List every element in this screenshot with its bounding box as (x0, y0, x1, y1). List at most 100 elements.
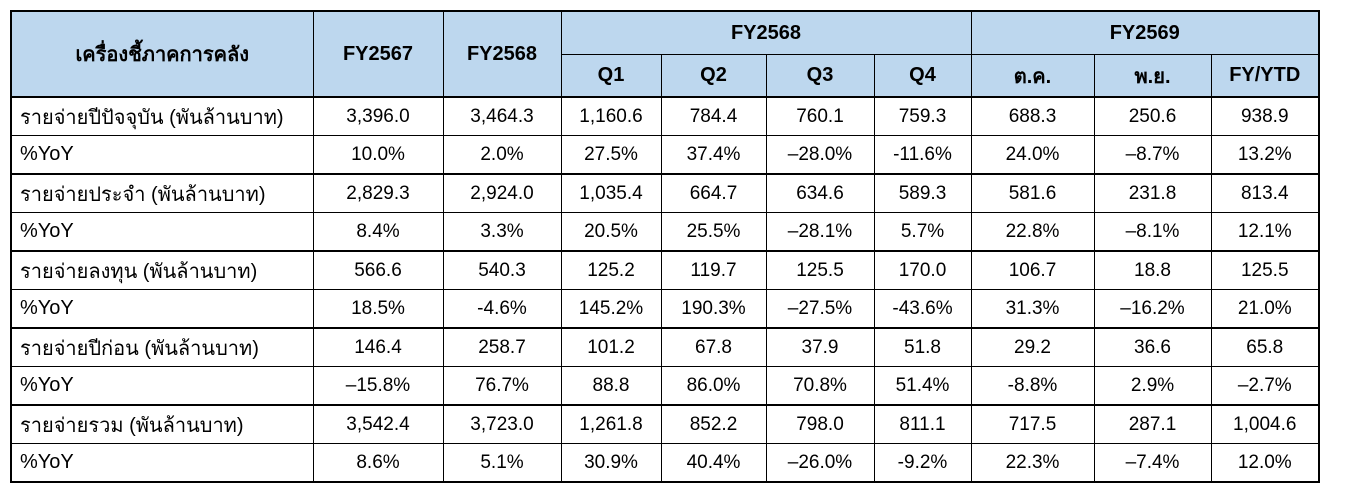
table-row: %YoY 8.6% 5.1% 30.9% 40.4% –26.0% -9.2% … (10, 443, 1320, 483)
cell-q2: 784.4 (660, 96, 767, 136)
cell-q1: 1,261.8 (560, 404, 662, 444)
cell-oct: 31.3% (970, 289, 1095, 329)
cell-fy2568: 540.3 (442, 250, 562, 290)
cell-fy2568: 258.7 (442, 327, 562, 367)
header-fy2569-group: FY2569 (970, 10, 1320, 55)
row-label: รายจ่ายปีก่อน (พันล้านบาท) (10, 327, 314, 367)
fiscal-table-container: เครื่องชี้ภาคการคลัง FY2567 FY2568 FY256… (10, 10, 1320, 483)
subheader-oct: ต.ค. (970, 54, 1095, 98)
table-header: เครื่องชี้ภาคการคลัง FY2567 FY2568 FY256… (10, 10, 1320, 98)
header-fy2568-group: FY2568 (560, 10, 972, 55)
cell-q1: 20.5% (560, 212, 662, 252)
table-row: รายจ่ายปีปัจจุบัน (พันล้านบาท) 3,396.0 3… (10, 96, 1320, 136)
cell-q2: 67.8 (660, 327, 767, 367)
row-label: รายจ่ายปีปัจจุบัน (พันล้านบาท) (10, 96, 314, 136)
cell-oct: 688.3 (970, 96, 1095, 136)
cell-q1: 27.5% (560, 135, 662, 175)
row-label: รายจ่ายรวม (พันล้านบาท) (10, 404, 314, 444)
table-row: %YoY –15.8% 76.7% 88.8 86.0% 70.8% 51.4%… (10, 366, 1320, 406)
cell-fy2568: 3,464.3 (442, 96, 562, 136)
cell-fy2568: 76.7% (442, 366, 562, 406)
cell-q1: 88.8 (560, 366, 662, 406)
cell-nov: 231.8 (1093, 173, 1212, 213)
row-label: รายจ่ายลงทุน (พันล้านบาท) (10, 250, 314, 290)
cell-oct: 22.8% (970, 212, 1095, 252)
subheader-q3: Q3 (765, 54, 875, 98)
cell-nov: 36.6 (1093, 327, 1212, 367)
cell-q1: 30.9% (560, 443, 662, 483)
cell-q2: 119.7 (660, 250, 767, 290)
row-label: %YoY (10, 212, 314, 252)
cell-fy2567: 8.6% (312, 443, 444, 483)
table-row: %YoY 8.4% 3.3% 20.5% 25.5% –28.1% 5.7% 2… (10, 212, 1320, 252)
cell-fy2568: 5.1% (442, 443, 562, 483)
cell-fy2567: –15.8% (312, 366, 444, 406)
cell-q4: 811.1 (873, 404, 972, 444)
subheader-nov: พ.ย. (1093, 54, 1212, 98)
fiscal-indicators-table: เครื่องชี้ภาคการคลัง FY2567 FY2568 FY256… (10, 10, 1320, 483)
cell-fy2567: 146.4 (312, 327, 444, 367)
table-row: %YoY 10.0% 2.0% 27.5% 37.4% –28.0% -11.6… (10, 135, 1320, 175)
cell-q3: 634.6 (765, 173, 875, 213)
row-label: %YoY (10, 443, 314, 483)
cell-q2: 40.4% (660, 443, 767, 483)
cell-fy2568: -4.6% (442, 289, 562, 329)
header-row-2: Q1 Q2 Q3 Q4 ต.ค. พ.ย. FY/YTD (11, 54, 1320, 98)
cell-fy-ytd: 21.0% (1210, 289, 1320, 329)
cell-fy-ytd: 1,004.6 (1210, 404, 1320, 444)
cell-nov: –8.1% (1093, 212, 1212, 252)
table-row: รายจ่ายประจำ (พันล้านบาท) 2,829.3 2,924.… (10, 173, 1320, 213)
cell-fy-ytd: 12.1% (1210, 212, 1320, 252)
cell-q4: 759.3 (873, 96, 972, 136)
cell-fy2568: 3,723.0 (442, 404, 562, 444)
header-indicator-column: เครื่องชี้ภาคการคลัง (10, 10, 314, 98)
cell-fy2567: 2,829.3 (312, 173, 444, 213)
cell-q2: 25.5% (660, 212, 767, 252)
cell-fy2567: 8.4% (312, 212, 444, 252)
cell-oct: 24.0% (970, 135, 1095, 175)
cell-fy-ytd: –2.7% (1210, 366, 1320, 406)
cell-q4: 5.7% (873, 212, 972, 252)
cell-oct: -8.8% (970, 366, 1095, 406)
cell-fy-ytd: 13.2% (1210, 135, 1320, 175)
cell-q3: 760.1 (765, 96, 875, 136)
cell-q1: 1,035.4 (560, 173, 662, 213)
cell-q2: 37.4% (660, 135, 767, 175)
cell-q3: 37.9 (765, 327, 875, 367)
cell-fy2568: 3.3% (442, 212, 562, 252)
cell-fy2568: 2.0% (442, 135, 562, 175)
cell-oct: 29.2 (970, 327, 1095, 367)
cell-q3: –28.0% (765, 135, 875, 175)
table-body: รายจ่ายปีปัจจุบัน (พันล้านบาท) 3,396.0 3… (10, 96, 1320, 483)
cell-fy-ytd: 12.0% (1210, 443, 1320, 483)
subheader-q1: Q1 (560, 54, 662, 98)
cell-q3: –27.5% (765, 289, 875, 329)
row-label: %YoY (10, 135, 314, 175)
header-row-1: เครื่องชี้ภาคการคลัง FY2567 FY2568 FY256… (10, 10, 1320, 98)
cell-nov: 2.9% (1093, 366, 1212, 406)
cell-nov: –7.4% (1093, 443, 1212, 483)
cell-nov: 287.1 (1093, 404, 1212, 444)
header-fy2568-total: FY2568 (442, 10, 562, 98)
cell-q3: –26.0% (765, 443, 875, 483)
cell-q4: -11.6% (873, 135, 972, 175)
cell-q3: –28.1% (765, 212, 875, 252)
cell-q4: 51.4% (873, 366, 972, 406)
cell-q2: 190.3% (660, 289, 767, 329)
row-label: %YoY (10, 366, 314, 406)
table-row: รายจ่ายปีก่อน (พันล้านบาท) 146.4 258.7 1… (10, 327, 1320, 367)
cell-nov: 250.6 (1093, 96, 1212, 136)
subheader-q4: Q4 (873, 54, 972, 98)
cell-nov: –16.2% (1093, 289, 1212, 329)
cell-q2: 664.7 (660, 173, 767, 213)
cell-q1: 125.2 (560, 250, 662, 290)
table-row: %YoY 18.5% -4.6% 145.2% 190.3% –27.5% -4… (10, 289, 1320, 329)
cell-oct: 106.7 (970, 250, 1095, 290)
cell-q4: -43.6% (873, 289, 972, 329)
cell-q3: 125.5 (765, 250, 875, 290)
cell-oct: 581.6 (970, 173, 1095, 213)
row-label: %YoY (10, 289, 314, 329)
table-row: รายจ่ายรวม (พันล้านบาท) 3,542.4 3,723.0 … (10, 404, 1320, 444)
cell-fy2567: 3,396.0 (312, 96, 444, 136)
cell-fy-ytd: 938.9 (1210, 96, 1320, 136)
